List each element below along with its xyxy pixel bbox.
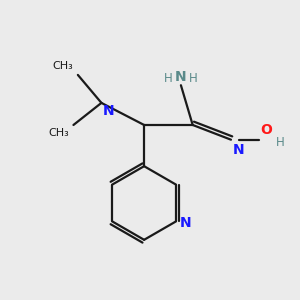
- Text: N: N: [232, 143, 244, 157]
- Text: N: N: [103, 104, 115, 118]
- Text: O: O: [260, 123, 272, 137]
- Text: CH₃: CH₃: [48, 128, 69, 138]
- Text: N: N: [175, 70, 187, 84]
- Text: H: H: [164, 72, 173, 85]
- Text: CH₃: CH₃: [53, 61, 74, 71]
- Text: H: H: [189, 72, 198, 85]
- Text: N: N: [180, 216, 191, 230]
- Text: H: H: [276, 136, 284, 149]
